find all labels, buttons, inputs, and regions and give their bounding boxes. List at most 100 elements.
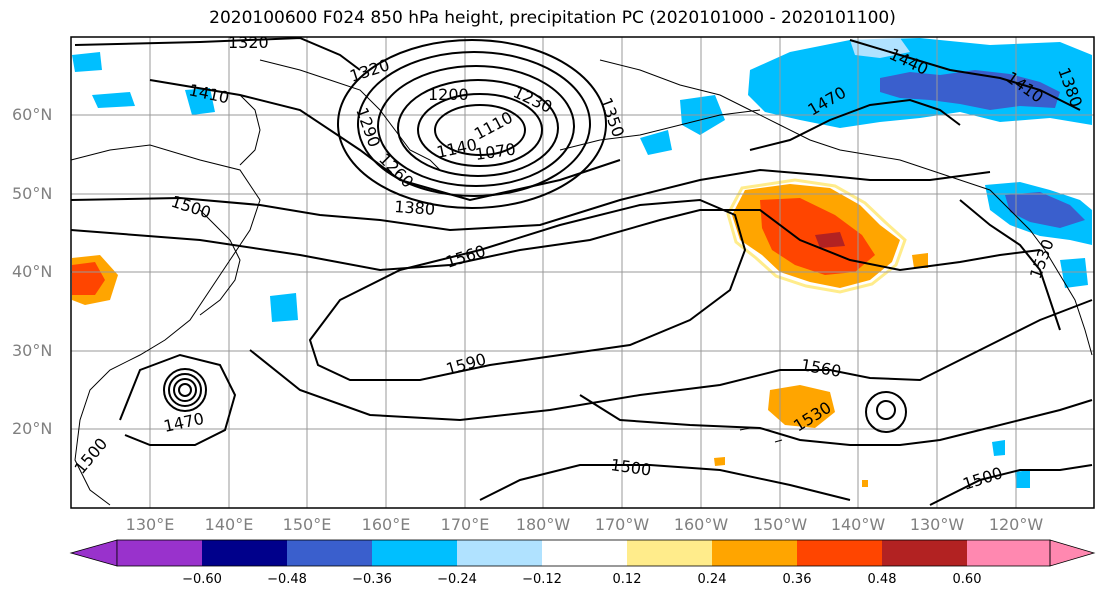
colorbar-swatch (967, 540, 1050, 566)
map-title: 2020100600 F024 850 hPa height, precipit… (209, 8, 896, 28)
colorbar-swatch (627, 540, 712, 566)
precip-pos-tiny2 (862, 480, 868, 487)
precip-kamchatka (185, 88, 215, 115)
colorbar-tick-label: 0.24 (697, 572, 727, 587)
lat-label: 30°N (12, 341, 53, 360)
precip-pos-main-dark (815, 232, 845, 248)
coast-asia (70, 144, 261, 506)
coast-kamchatka (239, 94, 261, 166)
lat-label: 60°N (12, 105, 53, 124)
typhoon-ring-3 (168, 373, 202, 407)
colorbar-tick-label: 0.36 (782, 572, 812, 587)
precip-pos-tiny1 (714, 457, 725, 466)
lon-label: 160°W (673, 515, 729, 534)
lat-label: 20°N (12, 419, 53, 438)
contour-1440-ak (849, 39, 1081, 111)
precip-pnw-dark (1005, 192, 1085, 228)
coast-na-west (989, 189, 1093, 356)
contour-1500 (70, 168, 991, 232)
low-center-ring-1 (434, 104, 526, 156)
colorbar-extend-left (69, 539, 118, 567)
contour-1470-gulf (749, 98, 961, 151)
precip-bering2 (640, 130, 672, 155)
colorbar-swatch (202, 540, 287, 566)
colorbar-swatch (372, 540, 457, 566)
contour-1530-pnw (959, 199, 1061, 331)
typhoon-ring-1 (178, 383, 192, 397)
contour-1500-se (929, 464, 1093, 506)
typhoon-ring-2 (173, 378, 197, 402)
contour-label: 1200 (428, 85, 469, 104)
precip-pos-west-red (72, 262, 105, 295)
contour-1410 (149, 79, 621, 202)
contour-1560-band (70, 209, 1041, 272)
coast-japan (199, 209, 241, 316)
contour-1560-south (249, 299, 1093, 422)
low-center-ring-4 (377, 65, 575, 187)
lon-label: 180°W (515, 515, 571, 534)
colorbar-tick-label: −0.12 (522, 572, 562, 587)
coast-aleutians (559, 109, 761, 151)
typhoon-ring-4 (163, 368, 207, 412)
colorbar-tick-label: 0.12 (612, 572, 642, 587)
precip-pos-outline (726, 178, 907, 294)
lon-label: 150°W (752, 515, 808, 534)
contour-label: 1380 (394, 197, 436, 219)
precip-pos-sub (768, 385, 835, 428)
height-contours (70, 36, 1093, 506)
colorbar-swatch (117, 540, 202, 566)
precip-small2 (1015, 470, 1030, 488)
low-center-ring-2 (417, 93, 543, 167)
contour-1500-south (479, 464, 851, 501)
precip-pacific-blue (270, 293, 298, 322)
small-low-ring-2 (865, 391, 907, 433)
precip-alaska-dark (880, 70, 1060, 110)
lat-label: 50°N (12, 184, 53, 203)
coast-siberia (259, 59, 441, 171)
lon-label: 170°E (440, 515, 490, 534)
lon-label: 120°W (988, 515, 1044, 534)
colorbar-tick-label: 0.60 (952, 572, 982, 587)
contour-typhoon-outer (119, 353, 237, 446)
colorbar-swatch (457, 540, 542, 566)
colorbar-swatch (542, 540, 627, 566)
contour-label: 1320 (228, 33, 269, 52)
lon-label: 150°E (282, 515, 332, 534)
precip-nw1 (72, 52, 102, 72)
colorbar-tick-label: −0.24 (437, 572, 477, 587)
lon-label: 160°E (361, 515, 411, 534)
colorbar-swatch (712, 540, 797, 566)
lon-label: 130°W (909, 515, 965, 534)
colorbar-swatch (287, 540, 372, 566)
low-center-ring-6 (337, 39, 607, 209)
coast-alaska (599, 59, 991, 191)
colorbar-tick-label: −0.60 (182, 572, 222, 587)
coastlines (70, 59, 1093, 506)
colorbar-tick-label: −0.48 (267, 572, 307, 587)
colorbar-swatch (797, 540, 882, 566)
contour-1590-high (308, 198, 747, 381)
map-frame (70, 36, 1095, 509)
colorbar-tick-label: 0.48 (867, 572, 897, 587)
low-center-ring-3 (397, 79, 559, 177)
precip-pos-east-small (912, 253, 928, 268)
lon-label: 140°W (830, 515, 886, 534)
precip-small1 (992, 440, 1005, 456)
colorbar-tick-label: −0.36 (352, 572, 392, 587)
colorbar-outline (116, 539, 1051, 567)
precip-pnw-south (1060, 258, 1088, 288)
lon-label: 170°W (594, 515, 650, 534)
lat-label: 40°N (12, 262, 53, 281)
low-center-ring-5 (357, 51, 591, 197)
colorbar-swatch (882, 540, 967, 566)
contour-1530-sub (579, 394, 1093, 446)
map-gridlines (71, 37, 1094, 508)
small-low-ring-1 (876, 400, 896, 420)
colorbar-extend-right (1049, 539, 1096, 567)
lon-label: 140°E (204, 515, 254, 534)
lon-label: 130°E (125, 515, 175, 534)
colorbar (69, 539, 1096, 567)
precip-nw2 (92, 92, 135, 108)
contour-1320-north (74, 36, 361, 71)
